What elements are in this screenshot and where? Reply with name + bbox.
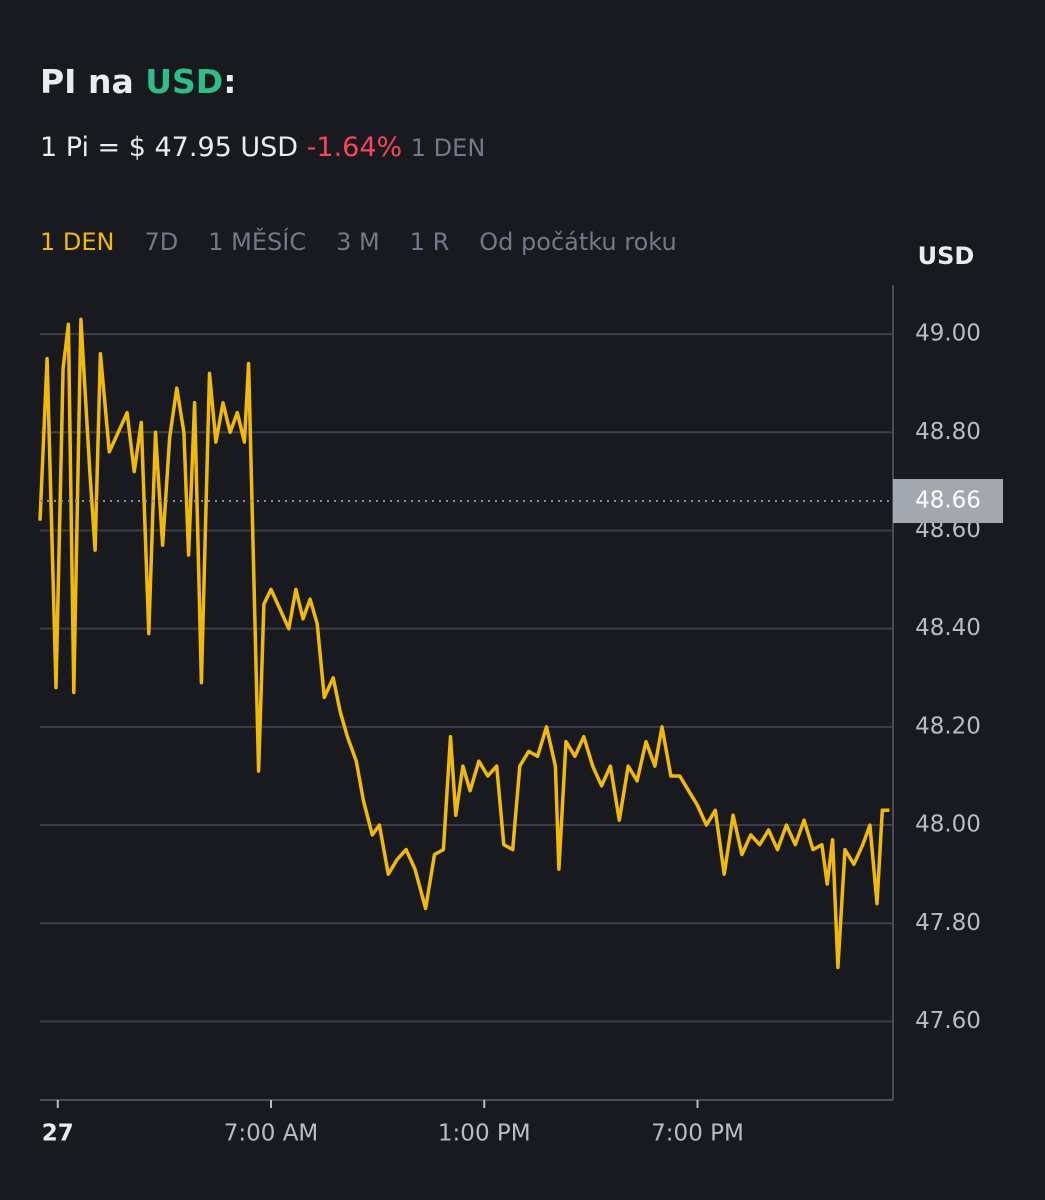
price-line: 1 Pi = $ 47.95 USD -1.64% 1 DEN <box>40 132 485 163</box>
price-tag-label: 48.66 <box>915 488 981 514</box>
title-prefix: PI na <box>40 62 146 101</box>
title: PI na USD: <box>40 62 236 101</box>
y-tick-label: 47.60 <box>915 1008 981 1034</box>
y-tick-label: 49.00 <box>915 321 981 347</box>
tab[interactable]: 7D <box>144 228 179 256</box>
tab[interactable]: 1 DEN <box>40 228 115 256</box>
title-suffix: : <box>223 62 237 101</box>
tab[interactable]: 3 M <box>336 228 380 256</box>
price-line <box>38 317 890 970</box>
title-currency: USD <box>145 62 224 101</box>
tab[interactable]: Od počátku roku <box>479 228 677 256</box>
period: 1 DEN <box>410 134 486 162</box>
tabs: 1 DEN 7D 1 MĚSÍC 3 M 1 R Od počátku roku <box>40 228 677 256</box>
x-tick-label: 1:00 PM <box>438 1121 531 1147</box>
x-tick-label: 27 <box>42 1121 74 1147</box>
y-tick-label: 47.80 <box>915 910 981 936</box>
y-tick-label: 48.20 <box>915 713 981 739</box>
change: -1.64% <box>306 132 403 163</box>
y-tick-label: 48.80 <box>915 419 981 445</box>
price-tag <box>893 479 1003 524</box>
tab[interactable]: 1 R <box>409 228 450 256</box>
y-tick-label: 48.00 <box>915 812 981 838</box>
price: 1 Pi = $ 47.95 USD <box>40 132 299 163</box>
x-tick-label: 7:00 PM <box>651 1121 744 1147</box>
x-tick-label: 7:00 AM <box>224 1121 319 1147</box>
y-tick-label: 48.40 <box>915 615 981 641</box>
axis-label: USD <box>918 242 975 270</box>
tab[interactable]: 1 MĚSÍC <box>208 228 307 256</box>
